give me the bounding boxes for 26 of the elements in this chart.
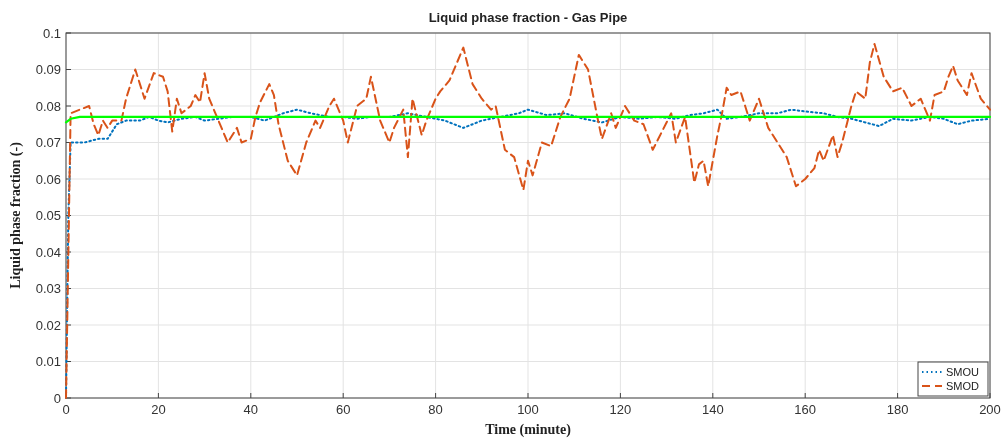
y-tick-label: 0.03: [35, 281, 61, 296]
x-tick-label: 80: [428, 402, 443, 417]
y-tick-label: 0: [53, 390, 61, 406]
y-tick-label: 0.09: [35, 62, 61, 77]
chart-title: Liquid phase fraction - Gas Pipe: [428, 10, 628, 25]
y-tick-label: 0.04: [35, 244, 61, 260]
x-tick-label: 60: [335, 402, 351, 417]
y-tick-label: 0.05: [35, 208, 61, 223]
legend-label: SMOD: [946, 380, 980, 392]
x-tick-label: 140: [701, 402, 724, 417]
y-axis-title: Liquid phase fraction (-): [8, 141, 24, 289]
x-tick-label: 100: [517, 402, 539, 417]
x-tick-label: 180: [886, 402, 909, 417]
y-tick-label: 0.1: [42, 25, 61, 41]
x-tick-label: 200: [979, 402, 1001, 417]
y-tick-label: 0.06: [35, 171, 61, 187]
x-tick-label: 120: [609, 402, 632, 417]
x-axis-title: Time (minute): [485, 422, 572, 438]
y-tick-label: 0.08: [35, 98, 61, 114]
y-tick-label: 0.07: [35, 135, 61, 150]
x-tick-label: 40: [243, 402, 259, 417]
x-tick-label: 20: [151, 402, 166, 417]
y-tick-label: 0.01: [35, 354, 61, 369]
y-tick-label: 0.02: [35, 317, 61, 333]
x-tick-label: 160: [794, 402, 817, 417]
legend-label: SMOU: [946, 366, 980, 378]
